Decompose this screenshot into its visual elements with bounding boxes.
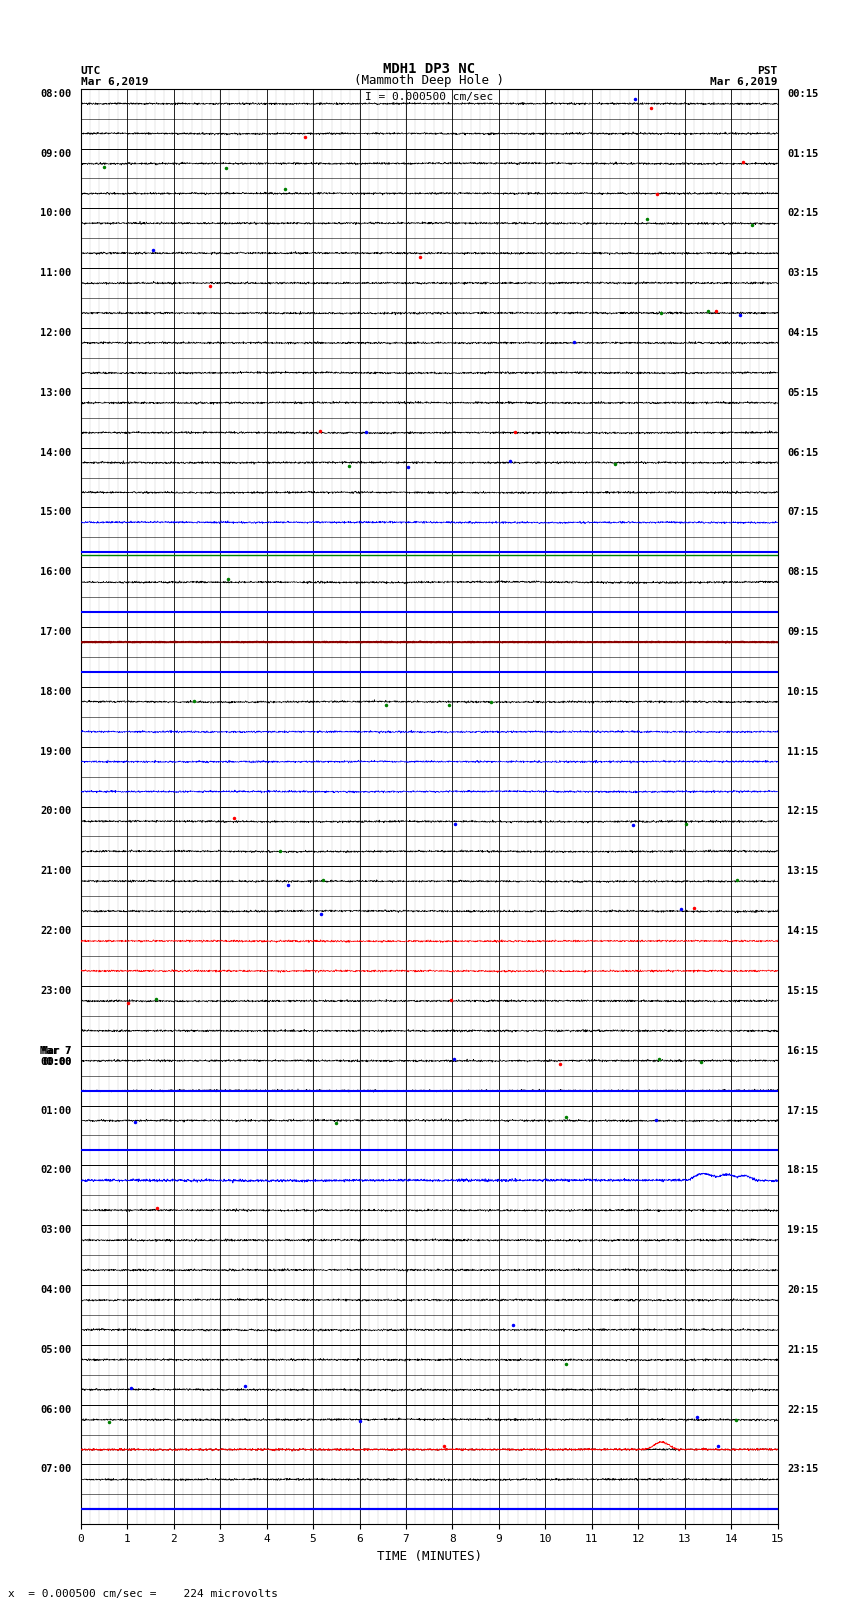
Text: 09:15: 09:15 bbox=[787, 627, 819, 637]
Text: 23:15: 23:15 bbox=[787, 1465, 819, 1474]
Text: 20:00: 20:00 bbox=[40, 806, 71, 816]
Text: 18:15: 18:15 bbox=[787, 1165, 819, 1176]
Text: 12:15: 12:15 bbox=[787, 806, 819, 816]
Text: 16:15: 16:15 bbox=[787, 1045, 819, 1057]
Text: 21:00: 21:00 bbox=[40, 866, 71, 876]
Text: 19:00: 19:00 bbox=[40, 747, 71, 756]
Text: 16:00: 16:00 bbox=[40, 568, 71, 577]
Text: 21:15: 21:15 bbox=[787, 1345, 819, 1355]
Text: 13:00: 13:00 bbox=[40, 387, 71, 398]
X-axis label: TIME (MINUTES): TIME (MINUTES) bbox=[377, 1550, 482, 1563]
Text: MDH1 DP3 NC: MDH1 DP3 NC bbox=[383, 61, 475, 76]
Text: 15:15: 15:15 bbox=[787, 986, 819, 995]
Text: 23:00: 23:00 bbox=[40, 986, 71, 995]
Text: 11:00: 11:00 bbox=[40, 268, 71, 277]
Text: 01:00: 01:00 bbox=[40, 1105, 71, 1116]
Text: 03:00: 03:00 bbox=[40, 1226, 71, 1236]
Text: 04:15: 04:15 bbox=[787, 327, 819, 339]
Text: 07:00: 07:00 bbox=[40, 1465, 71, 1474]
Text: 18:00: 18:00 bbox=[40, 687, 71, 697]
Text: 08:15: 08:15 bbox=[787, 568, 819, 577]
Text: 05:00: 05:00 bbox=[40, 1345, 71, 1355]
Text: 13:15: 13:15 bbox=[787, 866, 819, 876]
Text: Mar 7
00:00: Mar 7 00:00 bbox=[42, 1045, 71, 1068]
Text: 00:15: 00:15 bbox=[787, 89, 819, 98]
Text: 06:15: 06:15 bbox=[787, 448, 819, 458]
Text: PST: PST bbox=[757, 66, 778, 76]
Text: (Mammoth Deep Hole ): (Mammoth Deep Hole ) bbox=[354, 74, 504, 87]
Text: 06:00: 06:00 bbox=[40, 1405, 71, 1415]
Text: 20:15: 20:15 bbox=[787, 1286, 819, 1295]
Text: 10:15: 10:15 bbox=[787, 687, 819, 697]
Text: 04:00: 04:00 bbox=[40, 1286, 71, 1295]
Text: 15:00: 15:00 bbox=[40, 508, 71, 518]
Text: 12:00: 12:00 bbox=[40, 327, 71, 339]
Text: 22:15: 22:15 bbox=[787, 1405, 819, 1415]
Text: 19:15: 19:15 bbox=[787, 1226, 819, 1236]
Text: 08:00: 08:00 bbox=[40, 89, 71, 98]
Text: 14:15: 14:15 bbox=[787, 926, 819, 936]
Text: 01:15: 01:15 bbox=[787, 148, 819, 158]
Text: I = 0.000500 cm/sec: I = 0.000500 cm/sec bbox=[366, 92, 493, 102]
Text: 11:15: 11:15 bbox=[787, 747, 819, 756]
Text: 07:15: 07:15 bbox=[787, 508, 819, 518]
Text: Mar 6,2019: Mar 6,2019 bbox=[711, 77, 778, 87]
Text: 02:15: 02:15 bbox=[787, 208, 819, 218]
Text: Mar 6,2019: Mar 6,2019 bbox=[81, 77, 148, 87]
Text: 10:00: 10:00 bbox=[40, 208, 71, 218]
Text: Mar 7
00:00: Mar 7 00:00 bbox=[40, 1045, 71, 1068]
Text: 05:15: 05:15 bbox=[787, 387, 819, 398]
Text: UTC: UTC bbox=[81, 66, 101, 76]
Text: 09:00: 09:00 bbox=[40, 148, 71, 158]
Text: 17:15: 17:15 bbox=[787, 1105, 819, 1116]
Text: 17:00: 17:00 bbox=[40, 627, 71, 637]
Text: 22:00: 22:00 bbox=[40, 926, 71, 936]
Text: x  = 0.000500 cm/sec =    224 microvolts: x = 0.000500 cm/sec = 224 microvolts bbox=[8, 1589, 279, 1598]
Text: 14:00: 14:00 bbox=[40, 448, 71, 458]
Text: 03:15: 03:15 bbox=[787, 268, 819, 277]
Text: 02:00: 02:00 bbox=[40, 1165, 71, 1176]
